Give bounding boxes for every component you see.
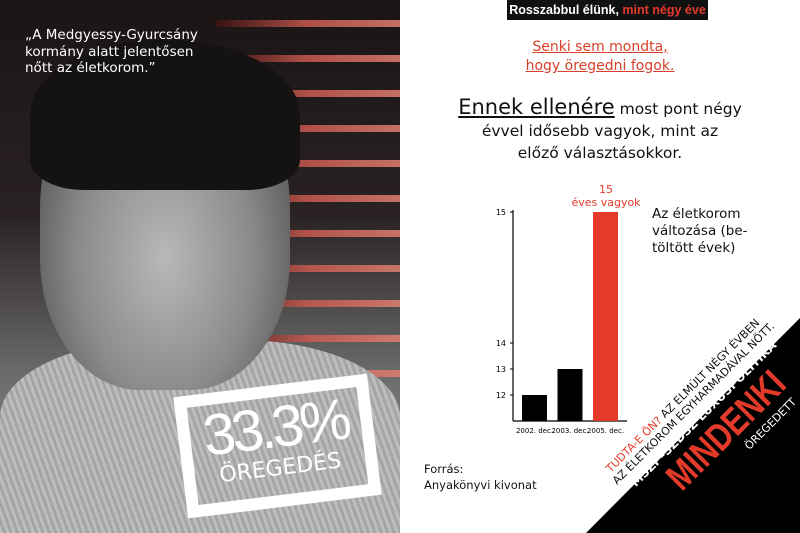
subtitle-line: Senki sem mondta,: [532, 39, 668, 55]
quote-text: „A Medgyessy-Gyurcsány kormány alatt jel…: [25, 27, 198, 76]
source: Forrás: Anyakönyvi kivonat: [424, 461, 537, 493]
headline-text: évvel idősebb vagyok, mint az: [481, 122, 719, 140]
x-tick-label: 2002. dec.: [516, 427, 553, 435]
portrait-photo: „A Medgyessy-Gyurcsány kormány alatt jel…: [0, 0, 400, 533]
y-tick-label: 15: [496, 208, 506, 217]
headline-emphasis: Ennek ellenére: [458, 95, 615, 119]
banner-red: mint négy éve: [622, 3, 706, 17]
chart-legend: Az életkorom változása (be-töltött évek): [652, 206, 748, 256]
headline-text: előző választásokkor.: [517, 144, 683, 162]
headline: Ennek ellenére most pont négy évvel idős…: [420, 96, 780, 164]
top-banner: Rosszabbul élünk, mint négy éve: [507, 0, 708, 20]
corner-triangle: [586, 318, 800, 533]
bar-annotation-value: 15: [599, 183, 613, 196]
source-label: Forrás:: [424, 462, 464, 476]
headline-text: most pont négy: [614, 100, 742, 118]
x-tick-label: 2003. dec.: [551, 427, 588, 435]
bar: [522, 395, 547, 421]
source-value: Anyakönyvi kivonat: [424, 478, 537, 492]
x-tick-label: 2005. dec.: [587, 427, 624, 435]
bar-annotation-label: éves vagyok: [571, 196, 641, 209]
banner-white: Rosszabbul élünk,: [509, 3, 619, 17]
bar: [593, 212, 618, 421]
subtitle-line: hogy öregedni fogok.: [525, 58, 675, 74]
bar: [557, 369, 583, 421]
y-tick-label: 12: [496, 391, 506, 400]
y-tick-label: 13: [496, 365, 506, 374]
y-tick-label: 14: [496, 339, 506, 348]
subtitle: Senki sem mondta, hogy öregedni fogok.: [400, 38, 800, 76]
